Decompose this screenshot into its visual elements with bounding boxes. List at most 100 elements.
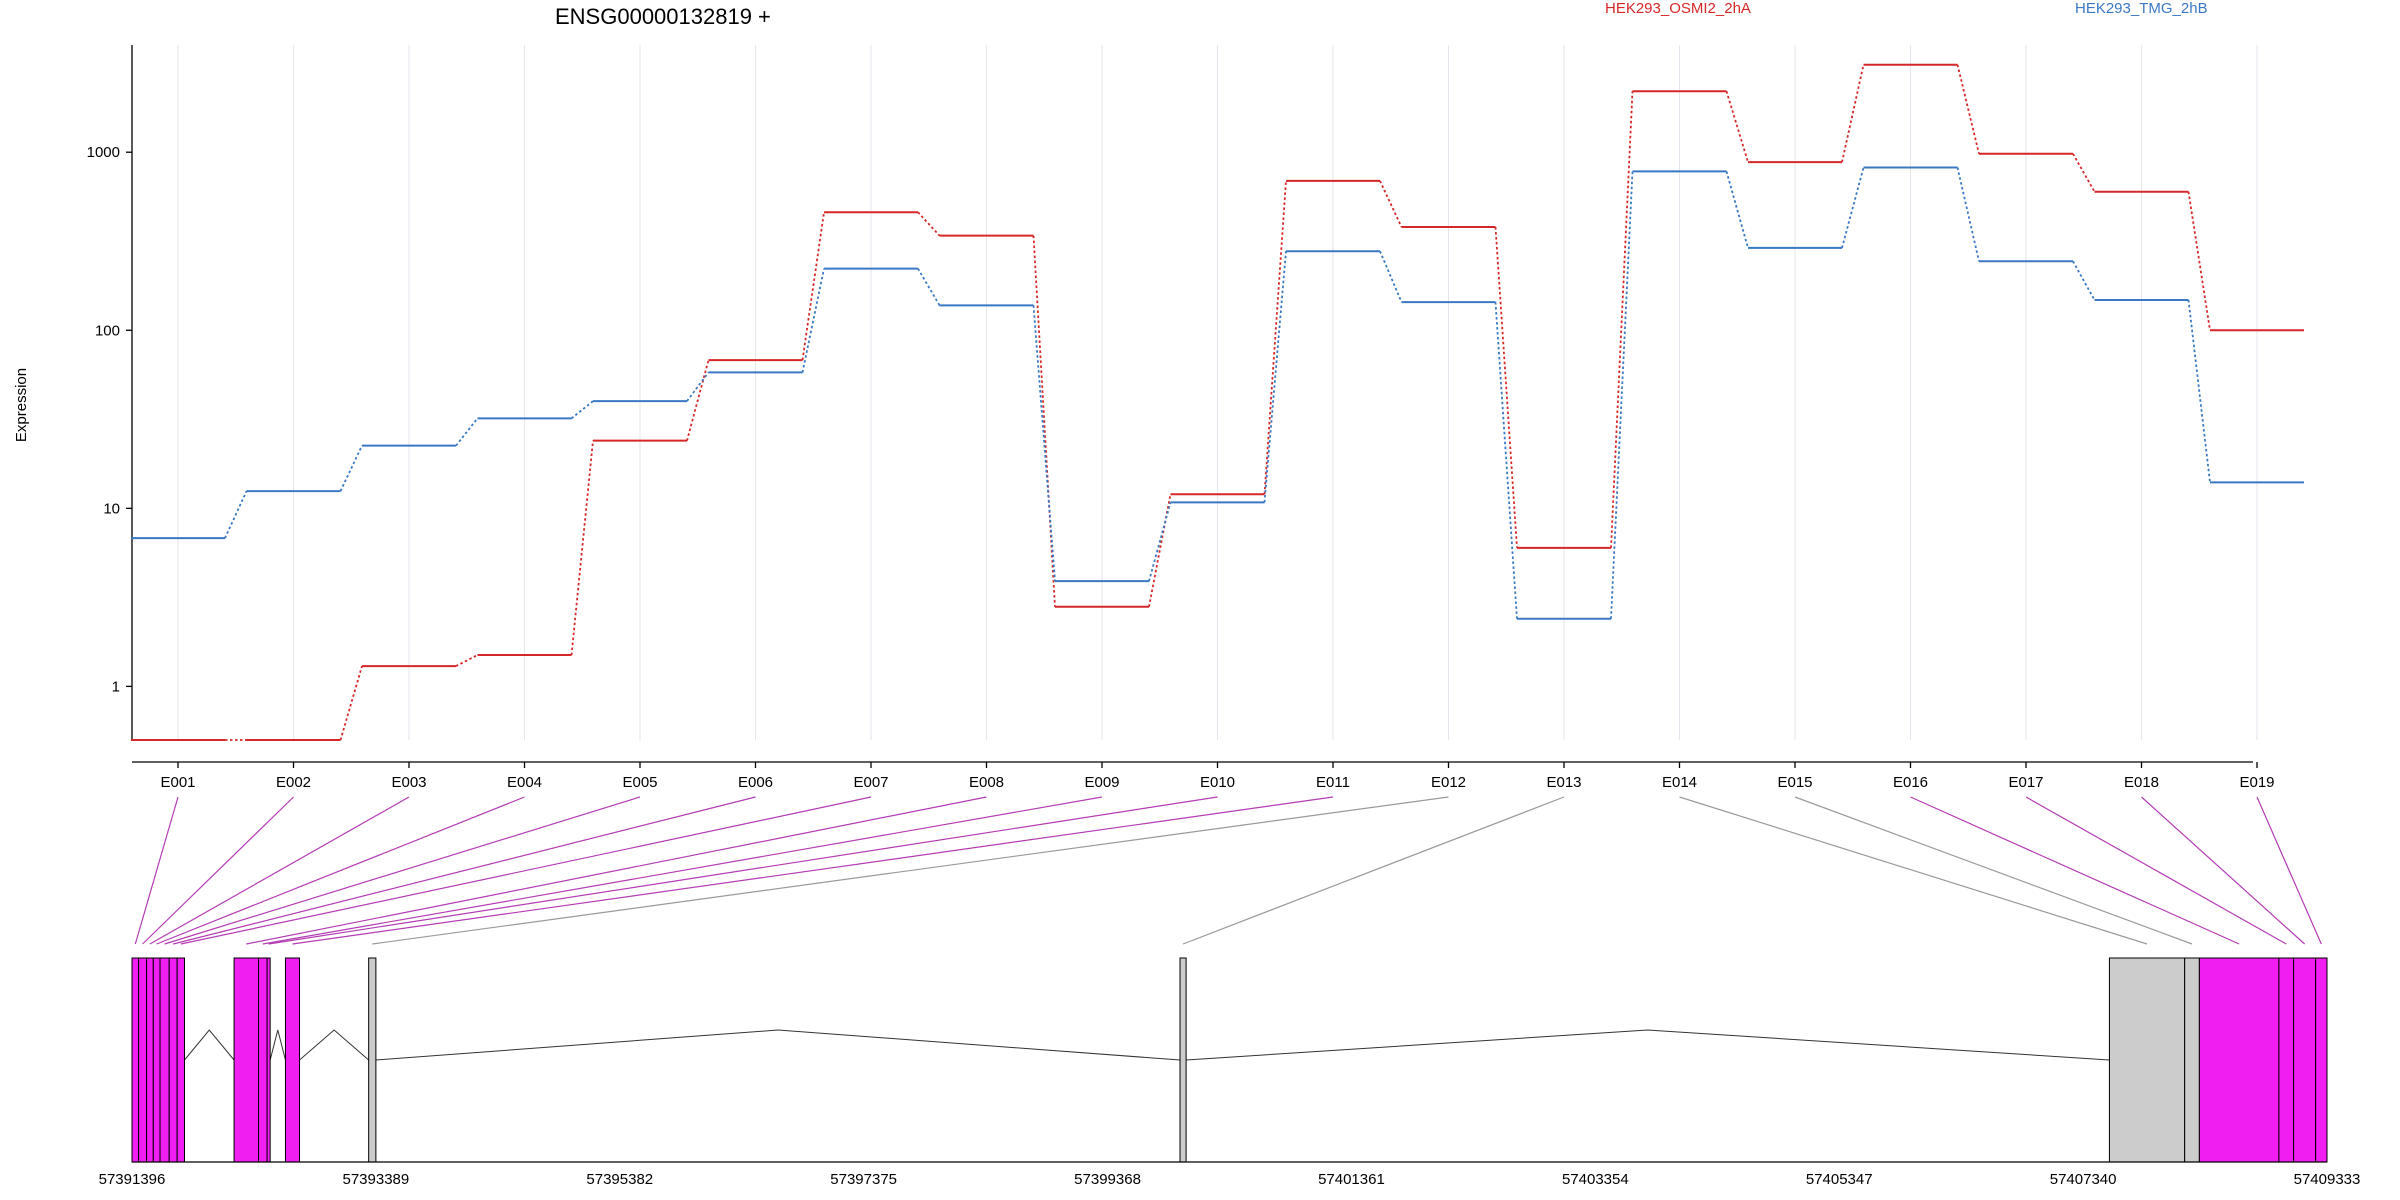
x-tick-label: E009 — [1084, 774, 1119, 791]
exon-block — [2198, 957, 2280, 1163]
transition-line — [1263, 180, 1287, 495]
exon-block — [138, 957, 148, 1163]
exon-block — [2108, 957, 2186, 1163]
exon-connector — [292, 796, 1334, 945]
transition-line — [1841, 167, 1865, 249]
exon-block — [284, 957, 301, 1163]
coordinate-label: 57403354 — [1562, 1171, 1629, 1188]
x-tick-label: E017 — [2008, 774, 2043, 791]
transition-line — [224, 490, 248, 539]
intron-line — [299, 1029, 369, 1061]
exon-block — [131, 957, 140, 1163]
exon-connector — [1794, 796, 2193, 945]
exon-block — [1179, 957, 1187, 1163]
exon-connector — [2141, 796, 2306, 945]
transition-line — [1725, 90, 1749, 163]
transition-line — [1263, 251, 1287, 503]
transition-line — [917, 268, 941, 306]
chart-title: ENSG00000132819 + — [555, 4, 771, 29]
exon-connector — [268, 796, 1218, 945]
x-tick-label: E011 — [1316, 774, 1350, 791]
exon-connector — [2256, 796, 2322, 945]
transition-line — [1610, 91, 1634, 548]
x-tick-label: E010 — [1200, 774, 1235, 791]
exon-block — [368, 957, 377, 1163]
transition-line — [1379, 250, 1403, 303]
coordinate-label: 57407340 — [2050, 1171, 2117, 1188]
transition-line — [917, 211, 941, 237]
intron-line — [375, 1029, 1181, 1061]
legend-entry-series-2: HEK293_TMG_2hB — [2075, 0, 2208, 17]
exon-block — [266, 957, 271, 1163]
exon-connector — [372, 796, 1449, 945]
transition-line — [570, 440, 594, 656]
exon-connector — [1679, 796, 2148, 945]
exon-block — [159, 957, 170, 1163]
x-tick-label: E007 — [853, 774, 888, 791]
legend-entry-series-1: HEK293_OSMI2_2hA — [1605, 0, 1751, 17]
exon-block — [233, 957, 260, 1163]
transition-line — [1956, 167, 1980, 262]
exon-block — [2293, 957, 2317, 1163]
x-tick-label: E019 — [2239, 774, 2274, 791]
intron-line — [269, 1029, 286, 1061]
x-tick-label: E001 — [160, 774, 195, 791]
transition-line — [1032, 235, 1056, 607]
exon-connector — [246, 796, 987, 945]
exon-connector — [173, 796, 756, 945]
coordinate-label: 57399368 — [1074, 1171, 1141, 1188]
x-tick-label: E015 — [1777, 774, 1812, 791]
exon-block — [2315, 957, 2328, 1163]
coordinate-label: 57409333 — [2294, 1171, 2361, 1188]
exon-block — [152, 957, 161, 1163]
transition-line — [2187, 191, 2211, 331]
transition-line — [1494, 302, 1518, 619]
y-axis-label: Expression — [13, 368, 30, 442]
transition-line — [1956, 64, 1980, 154]
x-tick-label: E018 — [2124, 774, 2159, 791]
exon-connector — [164, 796, 641, 945]
exon-connector — [180, 796, 872, 945]
plot-area: 1 10 100 1000 E001 E002 E003 E004 E005 E006 E007 E0… — [87, 45, 2304, 791]
transition-line — [339, 445, 363, 492]
gene-model: 57391396 57393389 57395382 57397375 57399368… — [99, 796, 2361, 1188]
transition-line — [1032, 305, 1056, 582]
transition-line — [339, 665, 363, 741]
x-tick-label: E004 — [507, 774, 542, 791]
coordinate-label: 57397375 — [830, 1171, 897, 1188]
transition-line — [686, 359, 710, 441]
transition-line — [1379, 180, 1403, 228]
x-tick-label: E012 — [1431, 774, 1466, 791]
x-tick-label: E016 — [1893, 774, 1928, 791]
transition-line — [570, 400, 594, 420]
transition-line — [455, 654, 478, 667]
exon-block — [2278, 957, 2295, 1163]
transition-line — [455, 417, 479, 447]
exon-connector — [134, 796, 179, 945]
exon-block — [146, 957, 154, 1163]
exon-connector — [149, 796, 410, 945]
transition-line — [2072, 153, 2096, 193]
x-tick-label: E003 — [391, 774, 426, 791]
transition-line — [2072, 260, 2096, 301]
x-tick-label: E008 — [969, 774, 1004, 791]
exon-block — [2184, 957, 2200, 1163]
y-tick-label: 100 — [95, 322, 120, 339]
coordinate-label: 57395382 — [586, 1171, 653, 1188]
transition-line — [1610, 171, 1634, 619]
transition-line — [801, 212, 825, 361]
exon-block — [168, 957, 178, 1163]
intron-line — [184, 1029, 235, 1061]
x-tick-label: E002 — [276, 774, 311, 791]
series-2 — [131, 166, 2304, 620]
series-1 — [131, 63, 2304, 741]
coordinate-label: 57401361 — [1318, 1171, 1385, 1188]
y-tick-label: 1 — [112, 678, 120, 695]
x-tick-label: E006 — [738, 774, 773, 791]
x-tick-label: E005 — [622, 774, 657, 791]
coordinate-label: 57391396 — [99, 1171, 166, 1188]
exon-connector — [2025, 796, 2287, 945]
coordinate-label: 57393389 — [343, 1171, 410, 1188]
exon-connector — [1182, 796, 1565, 945]
